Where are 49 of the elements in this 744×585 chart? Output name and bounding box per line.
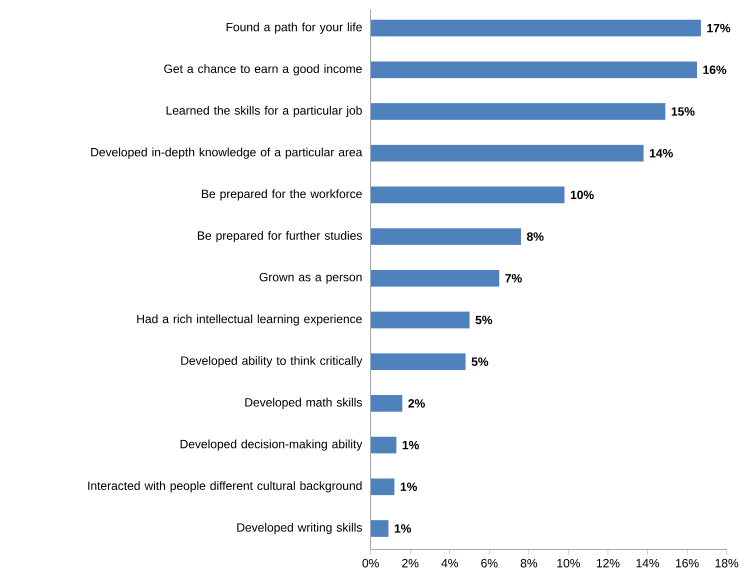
- bar: [370, 103, 666, 120]
- y-tick-label: Learned the skills for a particular job: [166, 106, 362, 117]
- bar: [370, 353, 466, 370]
- x-tick-label: 18%: [716, 558, 738, 568]
- data-label: 1%: [400, 482, 418, 491]
- y-tick-label: Found a path for your life: [226, 22, 362, 34]
- y-tick-label: Developed decision-making ability: [180, 439, 362, 451]
- y-tick-label: Developed ability to think critically: [181, 356, 362, 368]
- bar: [370, 312, 470, 328]
- bar: [370, 436, 396, 454]
- x-tick-label: 0%: [362, 558, 379, 568]
- y-tick-label: Had a rich intellectual learning experience: [137, 314, 362, 326]
- x-tick-label: 14%: [636, 558, 660, 568]
- data-label: 14%: [650, 148, 673, 158]
- y-tick-label: Developed writing skills: [237, 522, 362, 534]
- bar: [370, 144, 644, 162]
- data-label: 7%: [505, 274, 522, 282]
- x-tick-label: 8%: [520, 558, 538, 568]
- data-label: 17%: [707, 24, 730, 32]
- x-tick-label: 2%: [402, 558, 418, 568]
- y-tick-label: Get a chance to earn a good income: [164, 64, 362, 76]
- x-tick-label: 10%: [557, 558, 580, 568]
- x-tick-label: 4%: [441, 558, 458, 568]
- y-tick-label: Be prepared for the workforce: [202, 189, 362, 200]
- data-label: 5%: [476, 316, 492, 324]
- bar: [370, 228, 521, 245]
- data-label: 2%: [408, 398, 425, 408]
- data-label: 1%: [394, 524, 412, 533]
- data-label: 16%: [703, 65, 726, 74]
- data-label: 1%: [402, 440, 419, 450]
- y-tick-label: Developed in-depth knowledge of a particular area: [91, 147, 362, 159]
- bar: [370, 20, 701, 36]
- y-tick-label: Grown as a person: [260, 272, 362, 284]
- bar: [370, 61, 697, 78]
- y-tick-label: Be prepared for further studies: [198, 230, 362, 242]
- bar: [370, 478, 394, 495]
- x-tick-label: 6%: [481, 558, 498, 568]
- y-tick-label: Interacted with people different cultural background: [88, 481, 362, 492]
- x-tick-label: 12%: [596, 558, 620, 568]
- bar: [370, 270, 500, 286]
- data-label: 15%: [672, 107, 695, 116]
- bar: [370, 186, 564, 204]
- data-label: 5%: [472, 357, 488, 366]
- y-tick-label: Developed math skills: [245, 398, 362, 409]
- bar: [370, 520, 388, 537]
- data-label: 8%: [526, 232, 544, 241]
- x-tick-label: 16%: [676, 558, 699, 568]
- bar: [370, 394, 402, 412]
- data-label: 10%: [570, 190, 594, 199]
